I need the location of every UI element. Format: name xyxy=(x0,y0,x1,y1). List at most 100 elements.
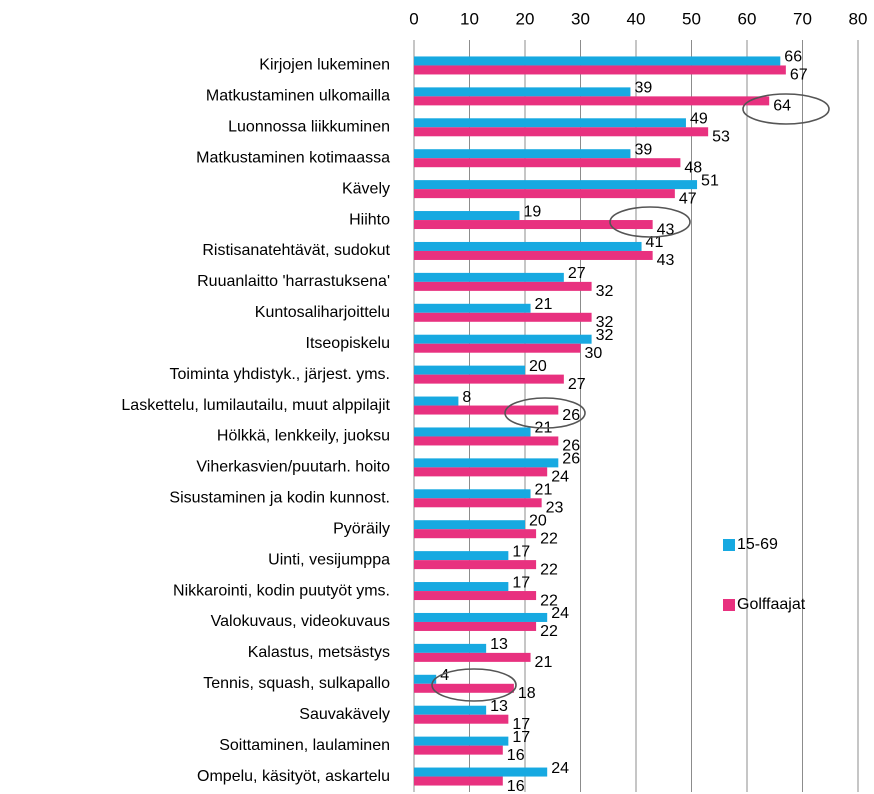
x-tick-label: 10 xyxy=(460,9,479,28)
highlight-ellipse xyxy=(431,668,517,702)
data-label: 43 xyxy=(657,221,675,238)
bar xyxy=(414,458,559,468)
data-label: 4 xyxy=(440,667,449,684)
data-label: 20 xyxy=(529,512,547,529)
bar xyxy=(414,65,786,75)
data-label: 26 xyxy=(562,407,580,424)
y-tick-label: Hiihto xyxy=(349,211,390,228)
y-tick-label: Matkustaminen ulkomailla xyxy=(206,88,390,105)
bar xyxy=(414,56,781,66)
highlight-ellipse xyxy=(504,397,586,429)
data-label: 23 xyxy=(546,500,564,517)
y-tick-label: Ristisanatehtävät, sudokut xyxy=(202,242,390,259)
y-tick-label: Nikkarointi, kodin puutyöt yms. xyxy=(173,582,390,599)
annotations xyxy=(431,93,830,702)
data-label: 43 xyxy=(657,252,675,269)
data-label: 32 xyxy=(596,327,614,344)
y-tick-label: Itseopiskelu xyxy=(306,335,391,352)
y-tick-label: Uinti, vesijumppa xyxy=(268,551,390,568)
bar xyxy=(414,180,698,190)
bar xyxy=(414,520,525,530)
bar xyxy=(414,529,537,539)
data-label: 51 xyxy=(701,172,719,189)
data-label: 27 xyxy=(568,376,586,393)
bar xyxy=(414,396,459,406)
bar xyxy=(414,87,631,97)
data-label: 13 xyxy=(490,636,508,653)
data-label: 24 xyxy=(551,469,569,486)
data-label: 47 xyxy=(679,190,697,207)
data-label: 39 xyxy=(634,141,652,158)
bar xyxy=(414,281,592,291)
bar xyxy=(414,652,531,662)
data-label: 19 xyxy=(523,203,541,220)
bar xyxy=(414,643,487,653)
data-label: 26 xyxy=(562,451,580,468)
data-label: 41 xyxy=(646,234,664,251)
bar xyxy=(414,303,531,313)
y-tick-label: Toiminta yhdistyk., järjest. yms. xyxy=(170,366,391,383)
bar xyxy=(414,498,542,508)
data-label: 22 xyxy=(540,561,558,578)
data-label: 24 xyxy=(551,605,569,622)
bar xyxy=(414,334,592,344)
x-tick-label: 60 xyxy=(738,9,757,28)
data-label: 17 xyxy=(512,716,530,733)
bar xyxy=(414,343,581,353)
bar xyxy=(414,436,559,446)
data-label: 27 xyxy=(568,265,586,282)
data-label: 39 xyxy=(634,80,652,97)
data-label: 17 xyxy=(512,574,530,591)
x-tick-label: 20 xyxy=(516,9,535,28)
bar xyxy=(414,467,548,477)
bar xyxy=(414,776,503,786)
bar xyxy=(414,736,509,746)
y-tick-label: Laskettelu, lumilautailu, muut alppilaji… xyxy=(121,397,390,414)
bar xyxy=(414,365,525,375)
data-label: 22 xyxy=(540,623,558,640)
bar xyxy=(414,127,709,137)
bar xyxy=(414,149,631,159)
data-label: 13 xyxy=(490,698,508,715)
y-tick-label: Sauvakävely xyxy=(299,706,390,723)
x-tick-label: 70 xyxy=(793,9,812,28)
data-label: 64 xyxy=(773,98,791,115)
data-label: 21 xyxy=(535,296,553,313)
data-label: 17 xyxy=(512,543,530,560)
y-tick-label: Valokuvaus, videokuvaus xyxy=(211,613,390,630)
bar xyxy=(414,489,531,499)
bar xyxy=(414,612,548,622)
bar xyxy=(414,674,437,684)
x-tick-label: 80 xyxy=(849,9,868,28)
y-tick-label: Sisustaminen ja kodin kunnost. xyxy=(169,490,390,507)
bar xyxy=(414,241,642,251)
y-tick-label: Ompelu, käsityöt, askartelu xyxy=(197,768,390,785)
data-label: 24 xyxy=(551,760,569,777)
bar xyxy=(414,705,487,715)
highlight-ellipse xyxy=(609,206,691,238)
legend-swatch xyxy=(723,539,735,551)
data-label: 30 xyxy=(585,345,603,362)
data-label: 48 xyxy=(684,159,702,176)
data-label: 21 xyxy=(535,482,553,499)
data-label: 67 xyxy=(790,67,808,84)
bar xyxy=(414,714,509,724)
data-label: 26 xyxy=(562,438,580,455)
bar xyxy=(414,767,548,777)
bar xyxy=(414,312,592,322)
bar xyxy=(414,683,514,693)
bar xyxy=(414,560,537,570)
y-tick-label: Kävely xyxy=(342,180,390,197)
legend-label: Golffaajat xyxy=(737,596,806,613)
bar xyxy=(414,582,509,592)
bar xyxy=(414,374,564,384)
data-label: 66 xyxy=(784,49,802,66)
bar xyxy=(414,591,537,601)
y-tick-label: Viherkasvien/puutarh. hoito xyxy=(196,459,390,476)
data-label: 49 xyxy=(690,111,708,128)
bar xyxy=(414,220,653,230)
y-tick-label: Tennis, squash, sulkapallo xyxy=(203,675,390,692)
y-tick-label: Ruuanlaitto 'harrastuksena' xyxy=(197,273,390,290)
